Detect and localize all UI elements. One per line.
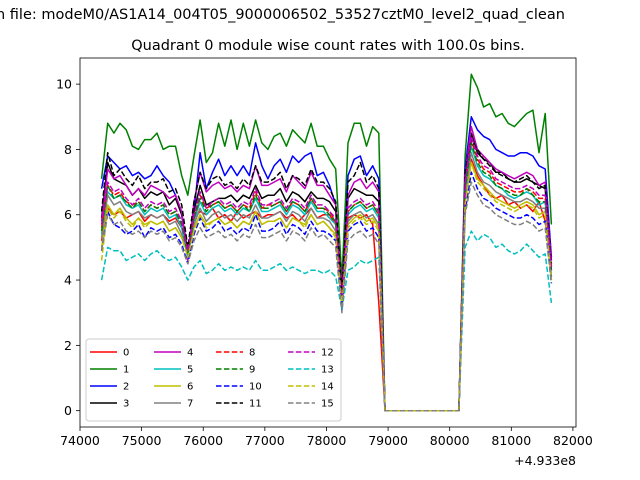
y-tick-label: 0 bbox=[64, 403, 72, 418]
figure-suptitle: n file: modeM0/AS1A14_004T05_9000006502_… bbox=[0, 7, 565, 23]
legend-label-0: 0 bbox=[123, 348, 129, 359]
legend-label-2: 2 bbox=[123, 382, 129, 393]
x-tick-label: 76000 bbox=[183, 433, 223, 448]
x-tick-label: 78000 bbox=[307, 433, 347, 448]
legend-label-11: 11 bbox=[249, 399, 262, 410]
series-line-7 bbox=[100, 151, 553, 412]
x-tick-label: 75000 bbox=[122, 433, 162, 448]
y-tick-label: 6 bbox=[64, 207, 72, 222]
x-tick-label: 80000 bbox=[430, 433, 470, 448]
series-line-4 bbox=[100, 125, 553, 412]
legend-label-3: 3 bbox=[123, 399, 129, 410]
series-line-12 bbox=[100, 135, 553, 412]
series-line-13 bbox=[100, 230, 553, 412]
axis-ticks: 74000 75000 76000 77000 78000 79000 80000 81000… bbox=[56, 77, 593, 448]
x-tick-label: 82000 bbox=[553, 433, 593, 448]
series-line-9 bbox=[100, 142, 553, 412]
y-tick-label: 4 bbox=[64, 273, 72, 288]
y-tick-label: 8 bbox=[64, 142, 72, 157]
legend-label-1: 1 bbox=[123, 365, 129, 376]
x-tick-label: 79000 bbox=[368, 433, 408, 448]
legend-label-9: 9 bbox=[249, 365, 255, 376]
legend-label-8: 8 bbox=[249, 348, 255, 359]
x-tick-label: 81000 bbox=[491, 433, 531, 448]
legend-label-14: 14 bbox=[321, 382, 334, 393]
series-layer bbox=[100, 73, 553, 412]
legend-label-4: 4 bbox=[187, 348, 193, 359]
x-offset-label: +4.933e8 bbox=[514, 453, 576, 468]
series-line-14 bbox=[100, 161, 553, 412]
legend-label-15: 15 bbox=[321, 399, 334, 410]
legend-label-12: 12 bbox=[321, 348, 334, 359]
legend-label-10: 10 bbox=[249, 382, 262, 393]
series-line-8 bbox=[100, 138, 553, 412]
y-tick-label: 2 bbox=[64, 338, 72, 353]
series-line-3 bbox=[100, 132, 553, 412]
series-line-15 bbox=[100, 181, 553, 412]
series-line-10 bbox=[100, 171, 553, 412]
y-tick-label: 10 bbox=[56, 77, 72, 92]
series-line-5 bbox=[100, 145, 553, 412]
legend-label-6: 6 bbox=[187, 382, 193, 393]
legend-label-7: 7 bbox=[187, 399, 193, 410]
x-tick-label: 74000 bbox=[60, 433, 100, 448]
legend-label-13: 13 bbox=[321, 365, 334, 376]
series-line-1 bbox=[100, 73, 553, 412]
legend-box bbox=[85, 338, 342, 422]
x-tick-label: 77000 bbox=[245, 433, 285, 448]
chart-title: Quadrant 0 module wise count rates with … bbox=[131, 38, 525, 54]
plot-frame bbox=[79, 57, 577, 428]
series-line-11 bbox=[100, 138, 553, 412]
legend-label-5: 5 bbox=[187, 365, 193, 376]
